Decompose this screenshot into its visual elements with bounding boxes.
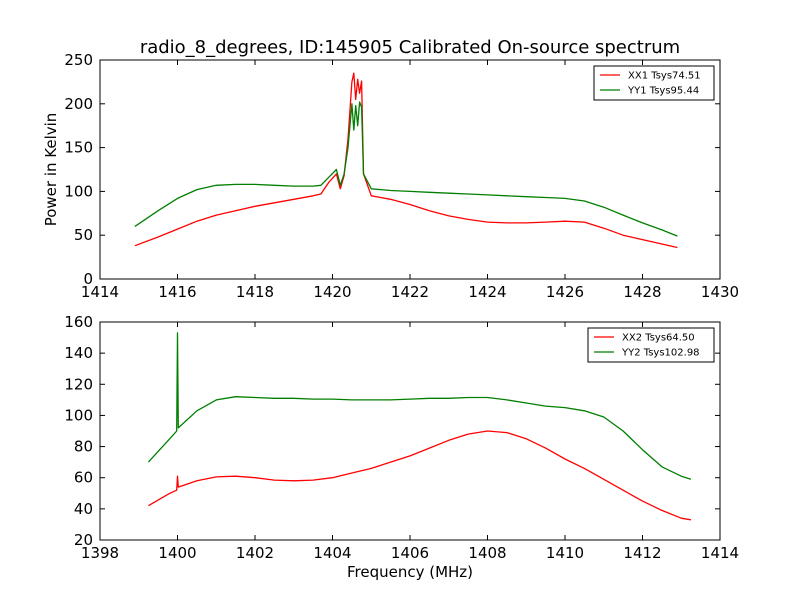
x-tick-label: 1400 [158, 544, 196, 562]
y-tick-label: 150 [64, 139, 93, 157]
series-line-red [134, 72, 678, 249]
y-tick-label: 140 [64, 344, 93, 362]
x-tick-label: 1420 [313, 283, 351, 301]
x-tick-label: 1398 [81, 544, 119, 562]
y-tick-label: 100 [64, 182, 93, 200]
series-line-green [134, 101, 678, 237]
panel-2: 1398 1400 1402 1404 1406 1408 1410 1412 1414 20 40… [64, 313, 739, 562]
y-tick-label: 40 [74, 500, 93, 518]
y-tick-label: 80 [74, 438, 93, 456]
series-line-green [147, 332, 692, 480]
y-tick-label: 200 [64, 95, 93, 113]
series-line-red [148, 430, 692, 521]
x-tick-label: 1428 [623, 283, 661, 301]
y-tick-label: 160 [64, 313, 93, 331]
x-tick-label: 1404 [313, 544, 351, 562]
x-tick-label: 1422 [391, 283, 429, 301]
legend: XX2 Tsys64.50 YY2 Tsys102.98 [587, 327, 715, 363]
chart-title: radio_8_degrees, ID:145905 Calibrated On… [140, 37, 680, 58]
x-tick-label: 1412 [623, 544, 661, 562]
legend-label: YY1 Tsys95.44 [627, 86, 699, 97]
panel-1: 1414 1416 1418 1420 1422 1424 1426 1428 1430 0 50 1… [64, 51, 739, 301]
x-tick-label: 1418 [236, 283, 274, 301]
y-tick-label: 100 [64, 406, 93, 424]
x-tick-label: 1424 [468, 283, 506, 301]
x-tick-label: 1416 [158, 283, 196, 301]
x-tick-label: 1414 [81, 283, 119, 301]
x-axis-label: Frequency (MHz) [347, 563, 473, 581]
legend-label: XX1 Tsys74.51 [628, 71, 701, 82]
x-tick-label: 1426 [546, 283, 584, 301]
y-tick-label: 60 [74, 469, 93, 487]
x-tick-label: 1408 [468, 544, 506, 562]
x-tick-label: 1406 [391, 544, 429, 562]
legend-label: YY2 Tsys102.98 [621, 348, 700, 359]
y-tick-label: 120 [64, 375, 93, 393]
legend-box [593, 65, 715, 101]
legend-box [587, 327, 715, 363]
y-tick-label: 250 [64, 51, 93, 69]
y-tick-label: 50 [74, 226, 93, 244]
legend-label: XX2 Tsys64.50 [622, 333, 695, 344]
legend: XX1 Tsys74.51 YY1 Tsys95.44 [593, 65, 715, 101]
y-axis-label: Power in Kelvin [42, 113, 60, 227]
y-tick-label: 20 [74, 531, 93, 549]
plot-panels: 1414 1416 1418 1420 1422 1424 1426 1428 1430 0 50 1… [64, 51, 739, 562]
x-tick-label: 1402 [236, 544, 274, 562]
x-tick-label: 1414 [701, 544, 739, 562]
x-tick-label: 1410 [546, 544, 584, 562]
x-tick-label: 1430 [701, 283, 739, 301]
y-tick-label: 0 [83, 270, 93, 288]
